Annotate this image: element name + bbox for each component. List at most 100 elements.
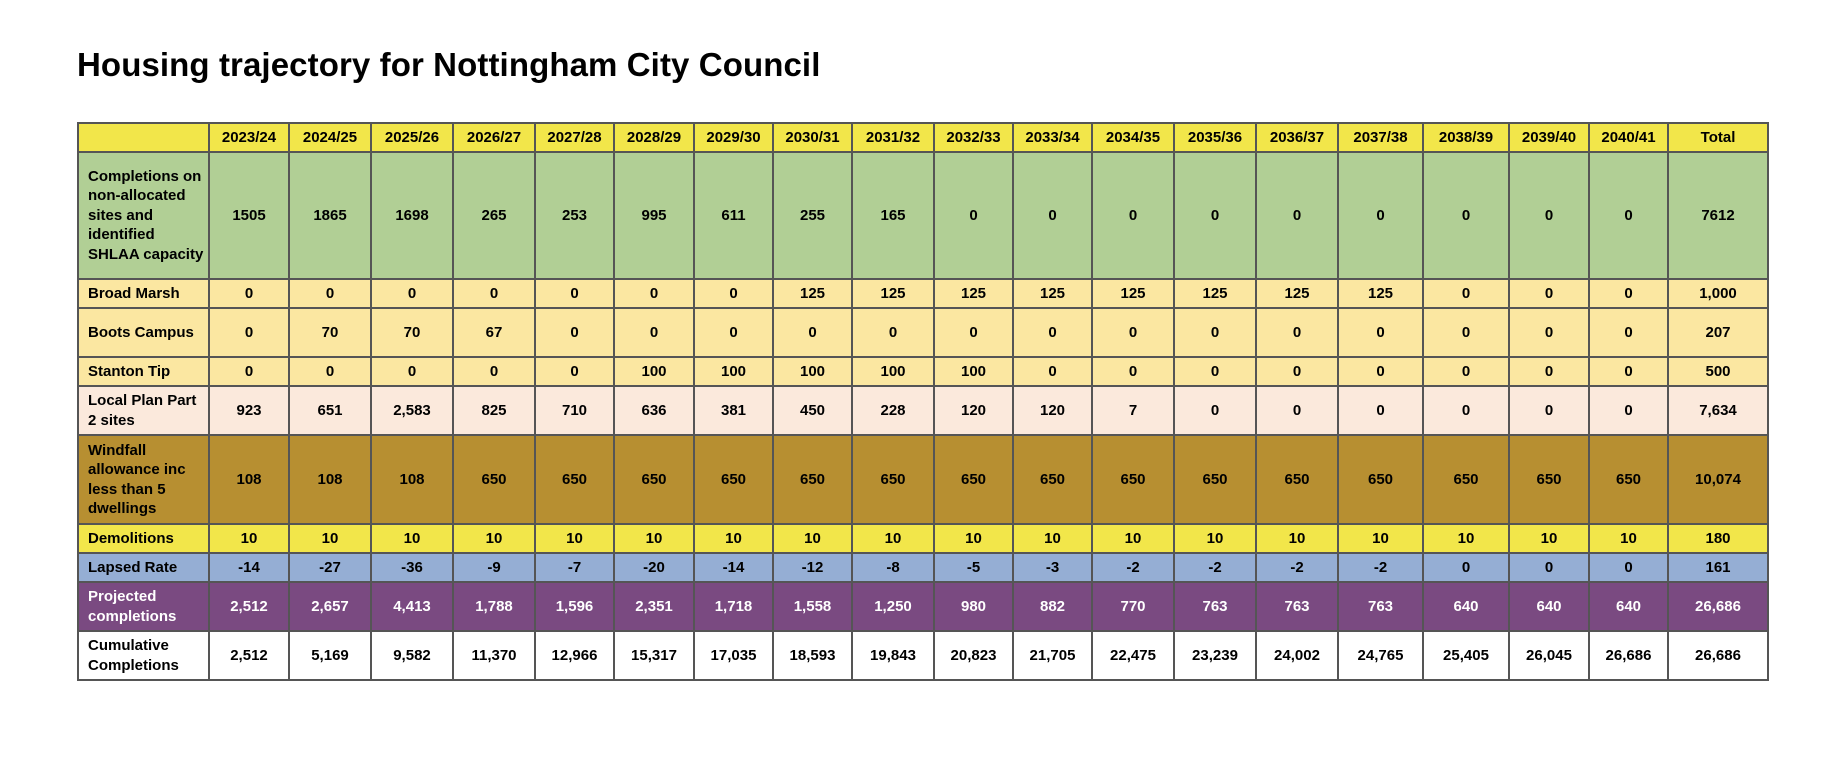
value-cell: 24,765	[1337, 630, 1424, 681]
value-cell: 0	[208, 307, 290, 358]
value-cell: 650	[452, 434, 536, 525]
value-cell: 650	[1173, 434, 1257, 525]
total-cell: 161	[1667, 552, 1769, 583]
value-cell: 108	[288, 434, 372, 525]
value-cell: -9	[452, 552, 536, 583]
value-cell: -14	[693, 552, 774, 583]
value-cell: 125	[1255, 278, 1339, 309]
value-cell: 120	[933, 385, 1014, 436]
header-year-cell: 2033/34	[1012, 122, 1093, 153]
value-cell: 651	[288, 385, 372, 436]
value-cell: -12	[772, 552, 853, 583]
total-cell: 1,000	[1667, 278, 1769, 309]
value-cell: 1698	[370, 151, 454, 280]
value-cell: 650	[1012, 434, 1093, 525]
value-cell: 650	[613, 434, 695, 525]
value-cell: 12,966	[534, 630, 615, 681]
value-cell: 17,035	[693, 630, 774, 681]
value-cell: 650	[933, 434, 1014, 525]
value-cell: 995	[613, 151, 695, 280]
value-cell: -2	[1337, 552, 1424, 583]
row-projected-completions: Projected completions 2,512 2,657 4,413 1,78…	[77, 581, 1769, 632]
value-cell: 15,317	[613, 630, 695, 681]
row-demolitions: Demolitions 10 10 10 10 10 10 10 10 10 10 10 10 10 10 1…	[77, 523, 1769, 554]
value-cell: 0	[1091, 151, 1175, 280]
value-cell: 100	[693, 356, 774, 387]
value-cell: -2	[1173, 552, 1257, 583]
value-cell: 125	[772, 278, 853, 309]
value-cell: -3	[1012, 552, 1093, 583]
value-cell: 0	[1588, 307, 1669, 358]
header-year-cell: 2037/38	[1337, 122, 1424, 153]
value-cell: 640	[1588, 581, 1669, 632]
value-cell: 10	[1337, 523, 1424, 554]
value-cell: 1,558	[772, 581, 853, 632]
total-cell: 207	[1667, 307, 1769, 358]
housing-trajectory-table: 2023/24 2024/25 2025/26 2026/27 2027/28 …	[77, 122, 1769, 681]
value-cell: 25,405	[1422, 630, 1510, 681]
value-cell: 0	[1508, 151, 1590, 280]
header-year-cell: 2034/35	[1091, 122, 1175, 153]
value-cell: 0	[452, 356, 536, 387]
value-cell: 10	[208, 523, 290, 554]
value-cell: 100	[851, 356, 935, 387]
value-cell: 10	[370, 523, 454, 554]
value-cell: 0	[933, 151, 1014, 280]
value-cell: 1,250	[851, 581, 935, 632]
value-cell: 0	[1091, 356, 1175, 387]
value-cell: 0	[1091, 307, 1175, 358]
value-cell: 650	[1091, 434, 1175, 525]
value-cell: 710	[534, 385, 615, 436]
value-cell: 0	[1173, 385, 1257, 436]
page-title: Housing trajectory for Nottingham City C…	[77, 46, 821, 83]
value-cell: 10	[613, 523, 695, 554]
value-cell: 26,686	[1588, 630, 1669, 681]
value-cell: 125	[851, 278, 935, 309]
row-stanton-tip: Stanton Tip 0 0 0 0 0 100 100 100 100 100 0 0 0 0 0 0 0 0 5…	[77, 356, 1769, 387]
value-cell: 0	[534, 278, 615, 309]
header-year-cell: 2040/41	[1588, 122, 1669, 153]
value-cell: 1865	[288, 151, 372, 280]
value-cell: 0	[613, 278, 695, 309]
header-year-cell: 2039/40	[1508, 122, 1590, 153]
value-cell: 4,413	[370, 581, 454, 632]
value-cell: 2,583	[370, 385, 454, 436]
value-cell: 125	[1337, 278, 1424, 309]
value-cell: 265	[452, 151, 536, 280]
value-cell: 10	[851, 523, 935, 554]
value-cell: 650	[1337, 434, 1424, 525]
value-cell: 10	[288, 523, 372, 554]
value-cell: 0	[1255, 385, 1339, 436]
value-cell: 0	[1173, 356, 1257, 387]
row-lapsed-rate: Lapsed Rate -14 -27 -36 -9 -7 -20 -14 -12 -8 -5 -3-…	[77, 552, 1769, 583]
header-year-cell: 2023/24	[208, 122, 290, 153]
value-cell: 650	[1588, 434, 1669, 525]
value-cell: 255	[772, 151, 853, 280]
value-cell: 5,169	[288, 630, 372, 681]
value-cell: 381	[693, 385, 774, 436]
value-cell: 23,239	[1173, 630, 1257, 681]
value-cell: 0	[613, 307, 695, 358]
value-cell: 0	[851, 307, 935, 358]
value-cell: 67	[452, 307, 536, 358]
value-cell: 2,512	[208, 630, 290, 681]
value-cell: 770	[1091, 581, 1175, 632]
value-cell: 0	[1508, 385, 1590, 436]
header-year-cell: 2031/32	[851, 122, 935, 153]
value-cell: 22,475	[1091, 630, 1175, 681]
value-cell: 2,657	[288, 581, 372, 632]
value-cell: 0	[1588, 278, 1669, 309]
value-cell: 10	[772, 523, 853, 554]
header-year-cell: 2025/26	[370, 122, 454, 153]
value-cell: 980	[933, 581, 1014, 632]
value-cell: 70	[288, 307, 372, 358]
value-cell: 0	[1012, 356, 1093, 387]
value-cell: 125	[1173, 278, 1257, 309]
total-cell: 26,686	[1667, 581, 1769, 632]
value-cell: 10	[1588, 523, 1669, 554]
value-cell: 650	[851, 434, 935, 525]
row-label-cell: Projected completions	[77, 581, 210, 632]
table-header-row: 2023/24 2024/25 2025/26 2026/27 2027/28 …	[77, 122, 1769, 153]
value-cell: 165	[851, 151, 935, 280]
value-cell: -27	[288, 552, 372, 583]
